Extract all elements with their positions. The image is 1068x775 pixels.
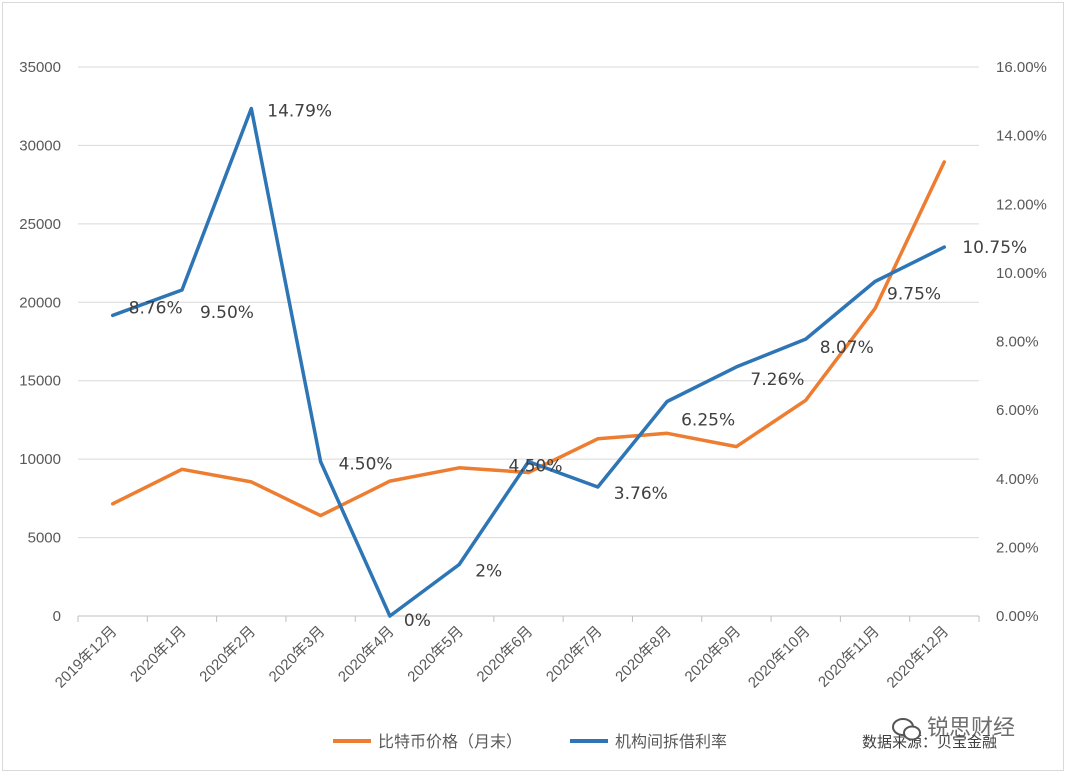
series-line-bitcoin-price (110, 160, 947, 518)
x-tick-label: 2020年10月 (745, 623, 814, 692)
source-note: 数据来源：贝宝金融 (862, 733, 997, 751)
data-label: 7.26% (750, 370, 804, 390)
left-tick-label: 20000 (19, 294, 61, 311)
left-tick-label: 15000 (19, 373, 61, 390)
wechat-icon (892, 718, 921, 741)
left-tick-label: 0 (53, 608, 61, 625)
data-label: 9.50% (200, 303, 254, 323)
legend: 比特币价格（月末） 机构间拆借利率 (333, 732, 727, 751)
data-label: 14.79% (267, 102, 332, 122)
watermark-text: 锐思财经 (927, 716, 1015, 741)
right-axis-ticks: 0.00% 2.00% 4.00% 6.00% 8.00% 10.00% 12.00% 14.… (996, 59, 1047, 625)
right-tick-label: 16.00% (996, 59, 1047, 76)
data-label: 6.25% (681, 411, 735, 431)
x-axis-ticks: 2019年12月 2020年1月 2020年2月 2020年3月 2020年4月 2020… (52, 616, 980, 692)
data-label: 10.75% (962, 238, 1027, 258)
data-label: 9.75% (887, 284, 941, 304)
left-axis-ticks: 0 5000 10000 15000 20000 25000 30000 35000 (19, 59, 61, 625)
x-tick-label: 2020年12月 (884, 623, 953, 692)
data-label: 3.76% (614, 484, 668, 504)
data-label: 2% (475, 562, 502, 582)
left-tick-label: 35000 (19, 59, 61, 76)
data-label: 8.07% (820, 338, 874, 358)
right-tick-label: 8.00% (996, 334, 1039, 351)
legend-label-bitcoin: 比特币价格（月末） (378, 732, 522, 751)
x-tick-label: 2020年7月 (543, 623, 606, 686)
right-tick-label: 14.00% (996, 128, 1047, 145)
left-tick-label: 30000 (19, 137, 61, 154)
right-tick-label: 10.00% (996, 265, 1047, 282)
watermark: 锐思财经 (892, 716, 1015, 741)
series-lines (110, 106, 947, 618)
data-labels: 8.76% 9.50% 14.79% 4.50% 0% 2% 4.50% 3.76% 6.25%… (129, 102, 1028, 631)
x-tick-label: 2020年9月 (682, 623, 745, 686)
x-tick-label: 2019年12月 (52, 623, 121, 692)
left-tick-label: 5000 (28, 530, 61, 547)
x-tick-label: 2020年2月 (196, 623, 259, 686)
right-tick-label: 6.00% (996, 402, 1039, 419)
x-tick-label: 2020年6月 (474, 623, 537, 686)
x-tick-label: 2020年1月 (127, 623, 190, 686)
right-tick-label: 4.00% (996, 471, 1039, 488)
right-tick-label: 12.00% (996, 196, 1047, 213)
x-tick-label: 2020年3月 (266, 623, 329, 686)
data-label: 4.50% (339, 455, 393, 475)
left-tick-label: 10000 (19, 451, 61, 468)
x-tick-label: 2020年5月 (404, 623, 467, 686)
data-label: 4.50% (509, 457, 563, 477)
right-tick-label: 2.00% (996, 539, 1039, 556)
data-label: 0% (404, 611, 431, 631)
x-tick-label: 2020年11月 (815, 623, 883, 691)
left-tick-label: 25000 (19, 216, 61, 233)
series-line-interbank-rate (110, 106, 947, 618)
data-label: 8.76% (129, 298, 183, 318)
x-tick-label: 2020年8月 (612, 623, 675, 686)
right-tick-label: 0.00% (996, 608, 1039, 625)
x-tick-label: 2020年4月 (335, 623, 398, 686)
gridlines (78, 66, 979, 617)
legend-label-rate: 机构间拆借利率 (615, 732, 727, 751)
